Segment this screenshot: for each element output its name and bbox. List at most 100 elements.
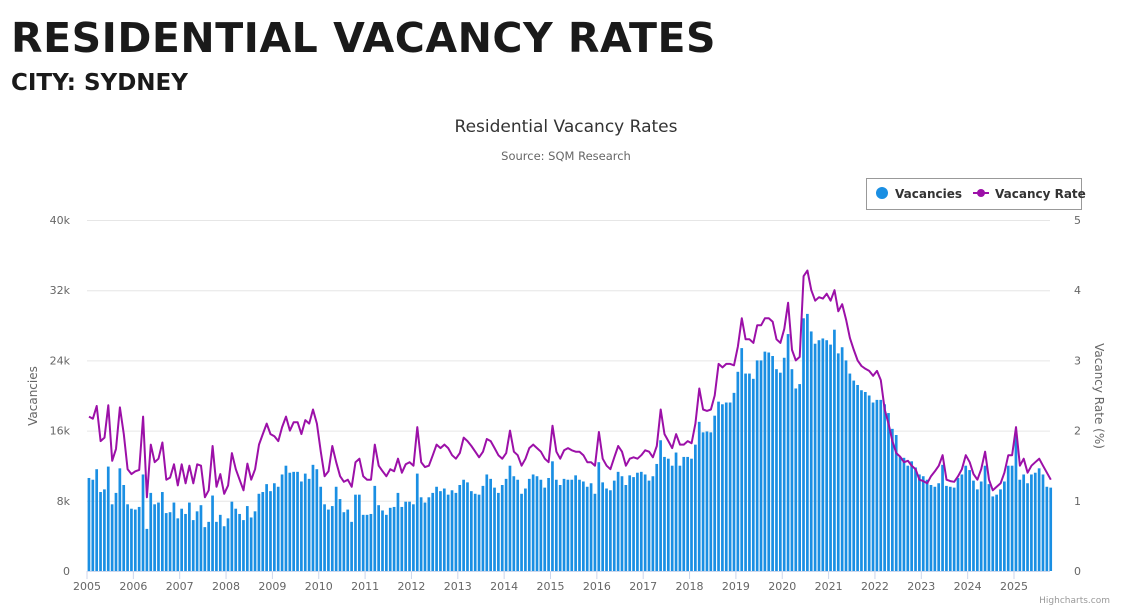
vacancies-bar — [643, 474, 647, 571]
vacancies-bar — [412, 504, 415, 571]
vacancies-bar — [628, 475, 632, 571]
x-tick-label: 2012 — [397, 580, 425, 593]
vacancies-bar — [311, 464, 315, 571]
vacancies-bar — [891, 428, 894, 571]
vacancies-bar — [469, 491, 473, 571]
vacancies-bar — [1014, 434, 1018, 571]
vacancies-bar — [906, 465, 910, 571]
vacancies-bar — [327, 509, 330, 571]
vacancies-bar — [921, 476, 925, 571]
vacancies-bar — [670, 465, 674, 571]
chart-title: Residential Vacancy Rates — [455, 117, 678, 137]
right-tick-label: 4 — [1074, 284, 1081, 297]
x-tick-label: 2011 — [351, 580, 379, 593]
vacancies-bar — [894, 434, 898, 571]
vacancies-bar — [875, 399, 879, 571]
vacancies-bar — [230, 501, 234, 571]
vacancies-bar — [925, 479, 929, 571]
vacancies-bar — [721, 404, 724, 571]
legend-item-vacancies[interactable]: Vacancies — [876, 187, 962, 201]
vacancies-bar — [987, 484, 991, 571]
vacancies-bar — [145, 528, 149, 571]
vacancies-bar — [218, 514, 222, 571]
vacancies-bar — [203, 527, 207, 571]
x-tick-label: 2017 — [629, 580, 657, 593]
vacancies-bar — [674, 452, 678, 571]
vacancies-bar — [91, 479, 95, 571]
vacancies-bar — [991, 496, 995, 571]
x-tick-label: 2005 — [73, 580, 101, 593]
vacancies-bar — [929, 485, 933, 571]
left-tick-label: 8k — [57, 495, 71, 508]
vacancies-bar — [566, 479, 570, 571]
vacancies-bar — [450, 490, 454, 571]
highcharts-credit[interactable]: Highcharts.com — [1039, 596, 1110, 606]
vacancies-bar — [191, 520, 195, 571]
vacancies-bar — [454, 492, 458, 571]
vacancies-bar — [794, 388, 798, 571]
vacancies-bar — [269, 491, 272, 571]
vacancies-bar — [473, 493, 477, 571]
vacancies-bar — [1022, 474, 1026, 571]
x-tick-label: 2021 — [815, 580, 843, 593]
vacancies-bar — [620, 476, 624, 571]
vacancies-bar — [786, 334, 790, 571]
vacancies-bar — [856, 384, 859, 571]
vacancies-bar — [914, 467, 917, 571]
vacancies-bar — [130, 508, 133, 571]
vacancies-bar — [160, 492, 164, 571]
vacancies-bar — [833, 329, 836, 571]
vacancies-bar — [601, 482, 605, 571]
vacancies-bar — [303, 473, 307, 571]
vacancies-bar — [481, 485, 485, 571]
vacancies-bar — [829, 344, 832, 571]
vacancies-bar — [578, 479, 581, 571]
vacancies-bar — [442, 488, 446, 571]
vacancies-bar — [813, 343, 817, 571]
vacancies-bar — [821, 338, 825, 571]
legend-item-vacancy-rate[interactable]: Vacancy Rate — [973, 187, 1086, 201]
x-tick-label: 2009 — [258, 580, 286, 593]
vacancies-bar — [840, 347, 844, 571]
left-tick-label: 0 — [63, 565, 70, 578]
vacancies-bar — [697, 421, 701, 571]
vacancies-bar — [995, 494, 998, 571]
vacancies-bar — [253, 511, 257, 571]
vacancies-bar — [1026, 483, 1029, 571]
vacancies-bar — [585, 486, 589, 571]
right-tick-label: 1 — [1074, 495, 1081, 508]
vacancies-bar — [852, 380, 856, 571]
vacancies-bar — [141, 474, 145, 571]
vacancies-bar — [188, 502, 191, 571]
vacancies-bar — [180, 508, 183, 571]
vacancies-bar — [497, 492, 500, 571]
vacancies-bar — [597, 462, 601, 571]
vacancies-bar — [527, 478, 531, 571]
vacancies-bar — [280, 474, 284, 571]
vacancies-bar — [867, 395, 871, 571]
vacancies-bar — [396, 492, 400, 571]
vacancies-bar — [493, 487, 496, 571]
vacancies-bar — [678, 465, 682, 571]
x-tick-label: 2020 — [768, 580, 796, 593]
vacancies-bar — [887, 413, 890, 571]
vacancies-bar — [500, 485, 504, 571]
vacancies-bar — [639, 471, 643, 571]
vacancies-bar — [933, 486, 937, 571]
vacancies-bar — [504, 478, 508, 571]
vacancies-bar — [952, 487, 956, 571]
vacancies-bar — [871, 402, 875, 571]
vacancies-bar — [400, 506, 404, 571]
vacancies-bar — [87, 477, 91, 571]
vacancies-bar — [99, 492, 102, 571]
vacancies-bar — [265, 484, 268, 571]
x-tick-label: 2018 — [676, 580, 704, 593]
x-tick-label: 2008 — [212, 580, 240, 593]
vacancies-bar — [941, 464, 944, 571]
vacancies-bar — [782, 357, 786, 571]
vacancies-bar — [1030, 474, 1033, 571]
page-heading: RESIDENTIAL VACANCY RATES — [11, 14, 717, 62]
legend-label-vacancy-rate: Vacancy Rate — [995, 187, 1086, 201]
vacancies-bar — [624, 485, 628, 571]
